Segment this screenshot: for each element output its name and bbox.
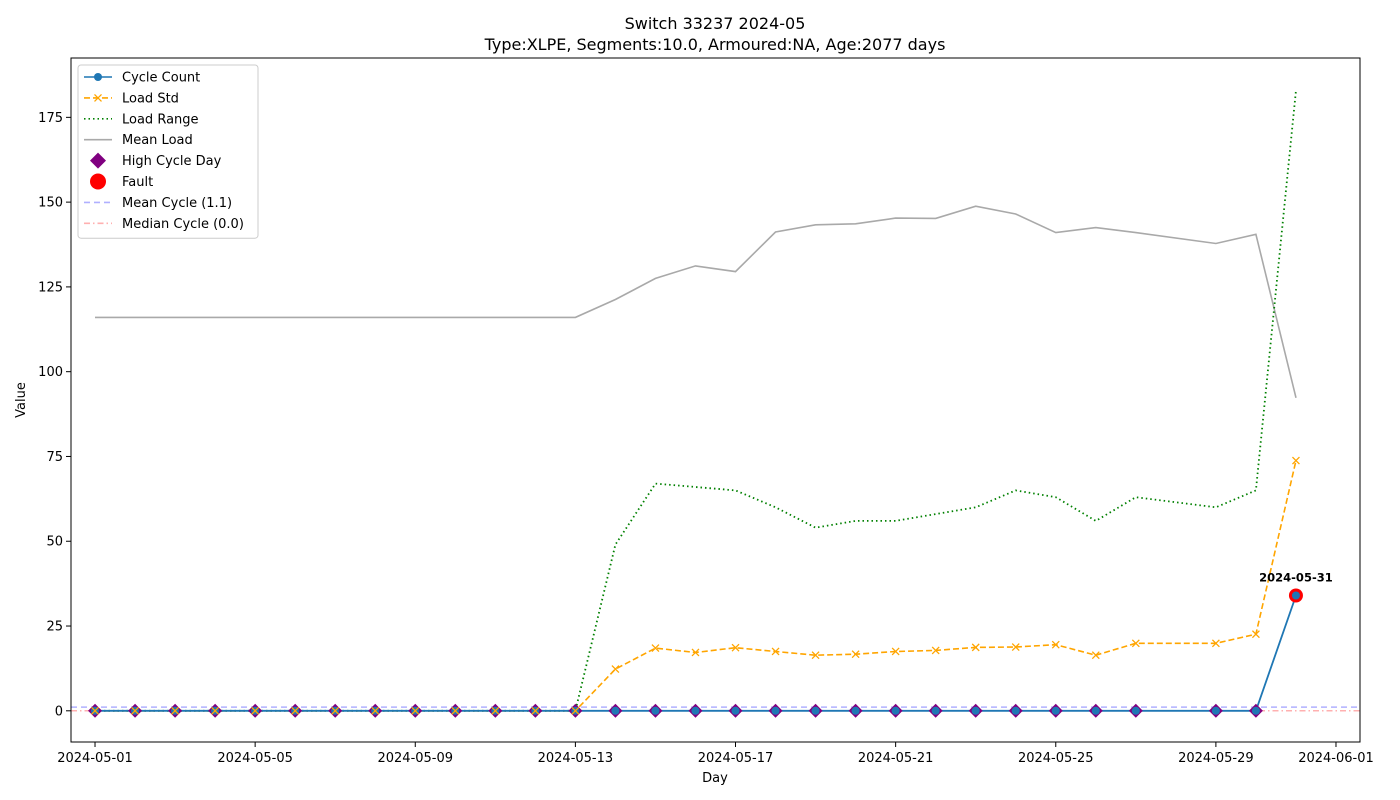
- load-std-point: [771, 647, 780, 656]
- cycle-count-point: [811, 706, 820, 715]
- load-std-point: [291, 706, 300, 715]
- load-std-point: [371, 706, 380, 715]
- chart-title: Switch 33237 2024-05: [625, 14, 806, 33]
- cycle-count-point: [891, 706, 900, 715]
- load-std-point: [731, 643, 740, 652]
- x-tick-label: 2024-05-09: [377, 751, 453, 766]
- legend-handle-marker: [94, 73, 102, 81]
- legend-label: Load Range: [122, 112, 199, 127]
- load-std-point: [411, 706, 420, 715]
- cycle-count-point: [651, 706, 660, 715]
- y-tick-label: 0: [55, 704, 63, 719]
- load-std-point: [1091, 651, 1100, 660]
- y-axis-label: Value: [14, 382, 29, 418]
- load-std-point: [611, 665, 620, 674]
- load-std-point: [891, 647, 900, 656]
- legend-handle-marker: [90, 173, 106, 190]
- load-std-point: [851, 650, 860, 659]
- legend-handle-marker: [94, 93, 102, 102]
- load-std-point: [171, 706, 180, 715]
- load-std-point: [571, 706, 580, 715]
- legend-label: Mean Load: [122, 133, 193, 148]
- cycle-count-point: [1211, 706, 1220, 715]
- cycle-count-point: [691, 706, 700, 715]
- legend-label: Median Cycle (0.0): [122, 217, 244, 232]
- legend-handle-marker: [90, 152, 106, 169]
- fault-label: 2024-05-31: [1259, 571, 1333, 585]
- y-tick-label: 125: [38, 280, 63, 295]
- legend-label: Load Std: [122, 91, 179, 106]
- load-std-point: [131, 706, 140, 715]
- cycle-count-point: [611, 706, 620, 715]
- load-std-point: [1251, 630, 1260, 639]
- load-std-point: [1291, 456, 1300, 465]
- load-std-point: [331, 706, 340, 715]
- load-std-point: [1131, 639, 1140, 648]
- plot-frame: [70, 57, 1361, 743]
- load-std-point: [971, 643, 980, 652]
- y-tick-label: 150: [38, 196, 63, 211]
- legend-label: Fault: [122, 175, 153, 190]
- x-tick-label: 2024-05-17: [698, 751, 774, 766]
- y-tick-label: 75: [46, 450, 63, 465]
- cycle-count-point: [971, 706, 980, 715]
- x-tick-label: 2024-05-05: [217, 751, 293, 766]
- cycle-count-point: [931, 706, 940, 715]
- load-std-point: [651, 644, 660, 653]
- legend-label: Mean Cycle (1.1): [122, 196, 232, 211]
- legend-label: Cycle Count: [122, 71, 200, 86]
- legend-label: High Cycle Day: [122, 154, 222, 169]
- chart-subtitle: Type:XLPE, Segments:10.0, Armoured:NA, A…: [484, 35, 946, 54]
- x-tick-label: 2024-06-01: [1298, 751, 1374, 766]
- load-std-point: [691, 648, 700, 657]
- load-std-point: [1211, 639, 1220, 648]
- load-std-point: [91, 706, 99, 715]
- y-tick-label: 100: [38, 365, 63, 380]
- x-tick-label: 2024-05-25: [1018, 751, 1094, 766]
- y-tick-label: 175: [38, 111, 63, 126]
- x-tick-label: 2024-05-13: [538, 751, 614, 766]
- load-std-point: [531, 706, 540, 715]
- cycle-count-point: [1291, 591, 1300, 600]
- load-std-point: [811, 651, 820, 660]
- cycle-count-point: [1051, 706, 1060, 715]
- cycle-count-point: [1251, 706, 1260, 715]
- load-std-point: [451, 706, 460, 715]
- legend: Cycle Count Load Std Load Range Mean Load Hi…: [77, 64, 259, 239]
- plot-area: 2024-05-01 2024-05-05 2024-05-09 2024-05-13…: [38, 90, 1374, 766]
- cycle-count-point: [1131, 706, 1140, 715]
- load-std-point: [931, 646, 940, 655]
- cycle-count-point: [731, 706, 740, 715]
- x-tick-label: 2024-05-01: [57, 751, 133, 766]
- x-tick-label: 2024-05-21: [858, 751, 934, 766]
- cycle-count-point: [1091, 706, 1100, 715]
- series-line-load-range: [95, 90, 1297, 712]
- x-tick-label: 2024-05-29: [1178, 751, 1254, 766]
- legend-box: [77, 64, 259, 239]
- x-axis-label: Day: [702, 771, 728, 786]
- series-line-load-std: [95, 460, 1297, 712]
- y-tick-label: 50: [46, 535, 63, 550]
- load-std-point: [491, 706, 500, 715]
- load-std-point: [1011, 643, 1020, 652]
- cycle-count-point: [1011, 706, 1020, 715]
- load-std-point: [251, 706, 260, 715]
- load-std-point: [1051, 640, 1060, 649]
- series-line-mean-load: [95, 205, 1297, 398]
- cycle-count-point: [851, 706, 860, 715]
- y-tick-label: 25: [46, 620, 63, 635]
- cycle-count-point: [771, 706, 780, 715]
- load-std-point: [211, 706, 220, 715]
